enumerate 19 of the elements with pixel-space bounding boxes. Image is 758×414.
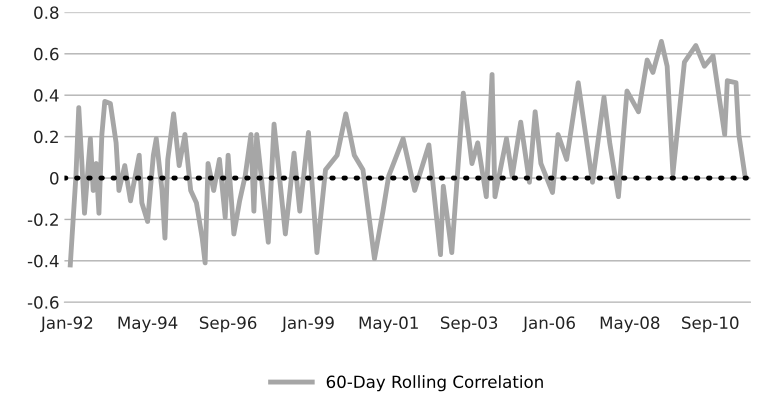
- x-tick-label: Jan-99: [281, 316, 334, 332]
- x-tick-label: Sep-10: [682, 316, 738, 332]
- y-tick-label: 0.8: [34, 6, 58, 19]
- x-tick-label: Sep-96: [200, 316, 256, 332]
- legend-label: 60-Day Rolling Correlation: [326, 375, 543, 392]
- x-tick-label: May-01: [360, 316, 418, 332]
- y-tick-label: 0.6: [34, 48, 59, 60]
- x-tick-label: Sep-03: [440, 316, 498, 332]
- y-tick-label: 0.4: [34, 89, 59, 102]
- x-tick-label: Jan-92: [40, 316, 92, 332]
- x-tick-label: May-94: [118, 316, 178, 332]
- x-tick-label: Jan-06: [522, 316, 575, 332]
- y-tick-label: 0.2: [34, 130, 58, 144]
- y-tick-label: 0: [50, 172, 58, 185]
- y-tick-label: -0.2: [28, 213, 58, 226]
- line-series: [68, 38, 748, 268]
- y-tick-label: -0.6: [28, 296, 59, 309]
- x-tick-label: May-08: [600, 316, 660, 332]
- y-tick-label: -0.4: [28, 254, 59, 268]
